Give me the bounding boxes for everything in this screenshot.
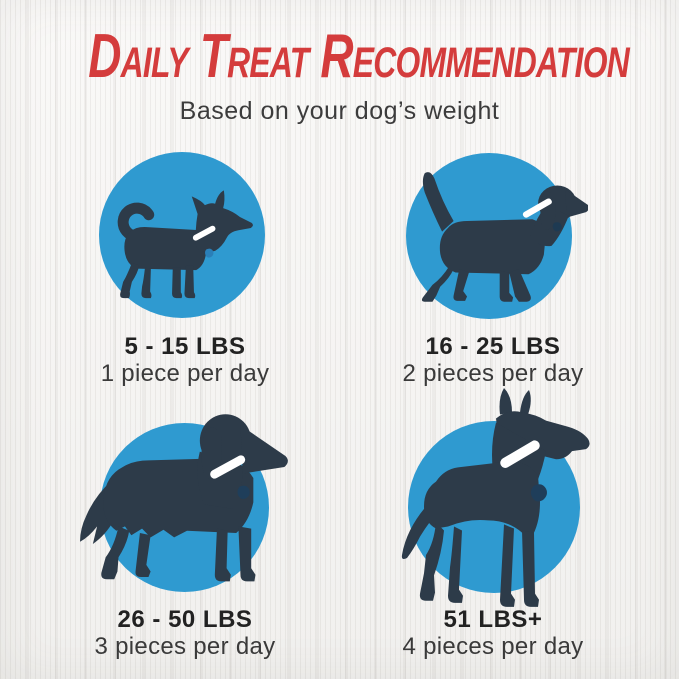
small-dog-icon (117, 190, 253, 299)
collar-tag (237, 485, 250, 500)
collar (192, 225, 216, 241)
weight-range-small: 5 - 15 LBS (124, 333, 246, 360)
pieces-per-day-large: 3 pieces per day (94, 633, 276, 660)
giant-dog-icon (401, 388, 590, 607)
collar (210, 455, 246, 479)
weight-range-giant: 51 LBS+ (443, 606, 543, 633)
large-dog-icon (80, 414, 288, 582)
pieces-per-day-medium: 2 pieces per day (402, 360, 584, 387)
pieces-per-day-giant: 4 pieces per day (402, 633, 584, 660)
collar-tag (530, 484, 547, 502)
collar-tag (552, 222, 562, 232)
collar (522, 198, 552, 218)
weight-range-large: 26 - 50 LBS (117, 606, 253, 633)
collar-tag (205, 248, 214, 258)
pieces-per-day-small: 1 piece per day (100, 360, 270, 387)
medium-dog-icon (421, 172, 588, 302)
weight-range-medium: 16 - 25 LBS (425, 333, 561, 360)
page-subtitle: Based on your dog’s weight (179, 97, 500, 125)
page-title: Daily Treat Recommendation (88, 22, 629, 91)
collar (500, 440, 540, 468)
